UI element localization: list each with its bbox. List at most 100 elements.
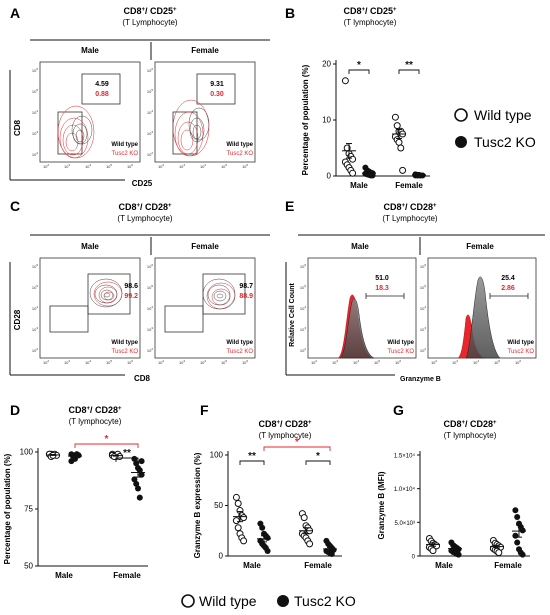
flow-plot-male: 4.59 0.88 Wild type Tusc2 KO 10210210310… [32,61,141,169]
x-tick-label: 104 [200,359,206,365]
gate-value-wt: 9.31 [210,81,224,88]
y-tick-label: 50 [214,501,223,510]
x-tick-label: 105 [494,359,500,365]
data-point-wt [395,138,403,146]
x-tick-label: 104 [473,359,479,365]
gate-box [172,111,198,155]
y-tick-label: 104 [32,109,38,115]
panel-subtitle: (T Lymphocyte) [122,18,177,27]
data-point-ko [512,507,519,514]
data-point-wt [349,155,357,163]
contour-wt [202,278,236,310]
x-tick-label: 102 [43,359,49,365]
y-tick-label: 1.0×10⁴ [394,486,416,493]
y-tick-label: 105 [32,284,38,290]
x-tick-label: 105 [106,163,112,169]
legend-label-wt: Wild type [199,593,257,609]
x-axis-label: Granzyme B [400,376,441,383]
x-tick-label: Female [494,561,522,570]
x-tick-label: 105 [221,163,227,169]
legend-wt: Wild type [111,142,138,148]
y-tick-label: 103 [32,326,38,332]
significance-bracket [398,69,420,74]
data-point-ko [519,527,526,534]
y-tick-label: 103 [300,326,306,332]
gate-value-wt: 98.6 [124,283,138,290]
panel-title: CD8+/ CD28+ [68,405,122,415]
panel-b: B CD8+/ CD25+ (T lymphocyte) 0 10 20 Percen… [285,5,430,190]
legend-marker-ko [455,136,467,148]
gate-value-wt: 51.0 [375,275,389,282]
y-tick-label: 105 [32,88,38,94]
significance-label: ** [123,448,131,459]
y-tick-label: 103 [420,326,426,332]
x-tick-label: Male [435,561,453,570]
contour-ko [57,105,95,159]
panel-d: D CD8+/ CD28+ (T lymphocyte) 50 75 100 Perc… [3,402,148,580]
legend-marker-ko [277,595,289,607]
x-tick-label: 104 [85,359,91,365]
y-axis-label: Granzyme B expression (%) [193,452,202,558]
y-tick-label: 104 [420,305,426,311]
gate-value-wt: 98.7 [239,283,253,290]
legend-label-ko: Tusc2 KO [294,593,356,609]
y-tick-label: 100 [20,448,34,457]
group-label-male: Male [81,242,99,251]
x-tick-label: 103 [332,359,338,365]
y-axis-label: CD8 [13,119,22,136]
chart-b: 0 10 20 Percentage of population (%) Male Fem… [301,60,430,190]
panel-letter: G [393,402,404,418]
legend-marker-wt [454,108,468,122]
significance-bracket-across [74,443,139,448]
y-tick-label: 105 [147,88,153,94]
data-point-wt [495,549,503,557]
x-tick-label: 105 [374,359,380,365]
data-point-ko [131,455,138,462]
flow-plot-female: 9.31 0.30 Wild type Tusc2 KO 10210210310… [147,61,256,169]
x-tick-label: Female [395,181,423,190]
histogram-male: 51.0 18.3 Wild type Tusc2 KO 10210210310… [300,257,417,365]
flow-ticks: 102 102 103 103 104 104 105 105 106 106 [32,263,134,365]
group-label-male: Male [351,242,369,251]
data-point-wt [306,540,314,548]
flow-ticks: 102 102 103 103 104 104 105 105 106 106 [32,67,134,169]
data-point-wt [391,113,399,121]
y-tick-label: 50 [24,562,33,571]
significance-label: ** [405,60,413,71]
x-tick-label: 103 [179,163,185,169]
gate-box [164,305,204,333]
panel-title: CD8+/ CD25+ [343,6,397,16]
gate-value-ko: 0.88 [95,91,109,98]
panel-subtitle: (T lymphocyte) [69,417,122,426]
panel-g: G CD8+/ CD28+ (T lymphocyte) 0 5.0×10³ 1.0… [377,402,530,570]
flow-plot-male: 98.6 99.2 Wild type Tusc2 KO 10210210310… [32,257,141,365]
y-axis-label: Percentage of population (%) [301,64,310,175]
y-tick-label: 104 [32,305,38,311]
data-point-ko [328,550,335,557]
y-tick-label: 106 [147,263,153,269]
significance-bracket [115,457,139,462]
gate-value-ko: 88.9 [239,293,253,300]
panel-subtitle: (T Lymphocyte) [382,214,437,223]
panel-title: CD8+/ CD25+ [123,6,177,16]
contour-wt [188,107,210,143]
legend-wt: Wild type [111,340,138,346]
x-tick-label: 102 [158,359,164,365]
y-tick-label: 105 [300,284,306,290]
group-label-male: Male [81,46,99,55]
data-point-wt [393,122,401,130]
y-tick-label: 103 [147,130,153,136]
flow-ticks: 102 102 103 103 104 104 105 105 106 106 [147,67,249,169]
significance-bracket [348,69,370,74]
legend-wt: Wild type [507,340,534,346]
x-tick-label: Female [113,571,141,580]
legend-ko: Tusc2 KO [112,349,139,355]
data-point-wt [341,77,349,85]
panel-title: CD8+/ CD28+ [258,419,312,429]
y-tick-label: 105 [147,284,153,290]
y-tick-label: 20 [322,60,331,69]
gate-value-ko: 2.86 [501,285,515,292]
x-tick-label: Male [55,571,73,580]
y-axis-label: Percentage of population (%) [3,453,12,564]
